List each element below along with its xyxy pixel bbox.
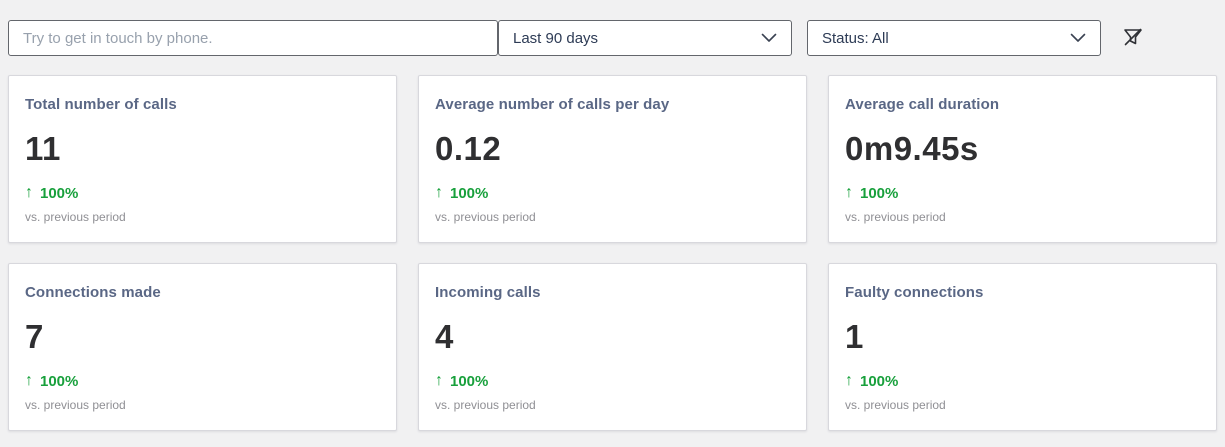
filter-clear-icon [1121,25,1145,52]
trend-note: vs. previous period [25,398,126,412]
status-value: Status: All [822,29,889,47]
card-value: 7 [25,318,44,355]
filter-bar: Last 90 days Status: All [8,0,1217,56]
card-value: 11 [25,130,61,167]
card-title: Connections made [25,284,161,301]
clear-filters-button[interactable] [1119,24,1147,52]
date-range-value: Last 90 days [513,29,599,47]
card-title: Faulty connections [845,284,984,301]
card-value: 4 [435,318,454,355]
trend-note: vs. previous period [25,210,126,224]
trend-indicator: ↑ 100% [25,184,380,202]
trend-indicator: ↑ 100% [435,184,790,202]
trend-value: 100% [860,372,899,390]
search-input[interactable] [8,20,498,56]
card-title: Incoming calls [435,284,541,301]
stat-card-total-calls: Total number of calls 11 ↑ 100% vs. prev… [8,75,397,243]
card-value: 1 [845,318,864,355]
chevron-down-icon [761,33,777,43]
card-title: Total number of calls [25,96,177,113]
trend-indicator: ↑ 100% [845,184,1200,202]
trend-indicator: ↑ 100% [845,372,1200,390]
card-value: 0m9.45s [845,130,979,167]
trend-indicator: ↑ 100% [25,372,380,390]
date-range-dropdown[interactable]: Last 90 days [498,20,792,56]
arrow-up-icon: ↑ [435,184,443,201]
trend-value: 100% [450,184,489,202]
card-title: Average call duration [845,96,1000,113]
status-dropdown[interactable]: Status: All [807,20,1101,56]
trend-value: 100% [40,372,79,390]
trend-value: 100% [860,184,899,202]
trend-value: 100% [40,184,79,202]
arrow-up-icon: ↑ [25,184,33,201]
trend-indicator: ↑ 100% [435,372,790,390]
trend-value: 100% [450,372,489,390]
card-title: Average number of calls per day [435,96,670,113]
arrow-up-icon: ↑ [25,372,33,389]
trend-note: vs. previous period [845,210,946,224]
trend-note: vs. previous period [435,210,536,224]
card-value: 0.12 [435,130,502,167]
chevron-down-icon [1070,33,1086,43]
stat-cards-grid: Total number of calls 11 ↑ 100% vs. prev… [8,75,1217,431]
stat-card-faulty-connections: Faulty connections 1 ↑ 100% vs. previous… [828,263,1217,431]
stat-card-avg-call-duration: Average call duration 0m9.45s ↑ 100% vs.… [828,75,1217,243]
stat-card-avg-calls-per-day: Average number of calls per day 0.12 ↑ 1… [418,75,807,243]
arrow-up-icon: ↑ [435,372,443,389]
stat-card-incoming-calls: Incoming calls 4 ↑ 100% vs. previous per… [418,263,807,431]
trend-note: vs. previous period [845,398,946,412]
arrow-up-icon: ↑ [845,184,853,201]
trend-note: vs. previous period [435,398,536,412]
arrow-up-icon: ↑ [845,372,853,389]
stat-card-connections-made: Connections made 7 ↑ 100% vs. previous p… [8,263,397,431]
